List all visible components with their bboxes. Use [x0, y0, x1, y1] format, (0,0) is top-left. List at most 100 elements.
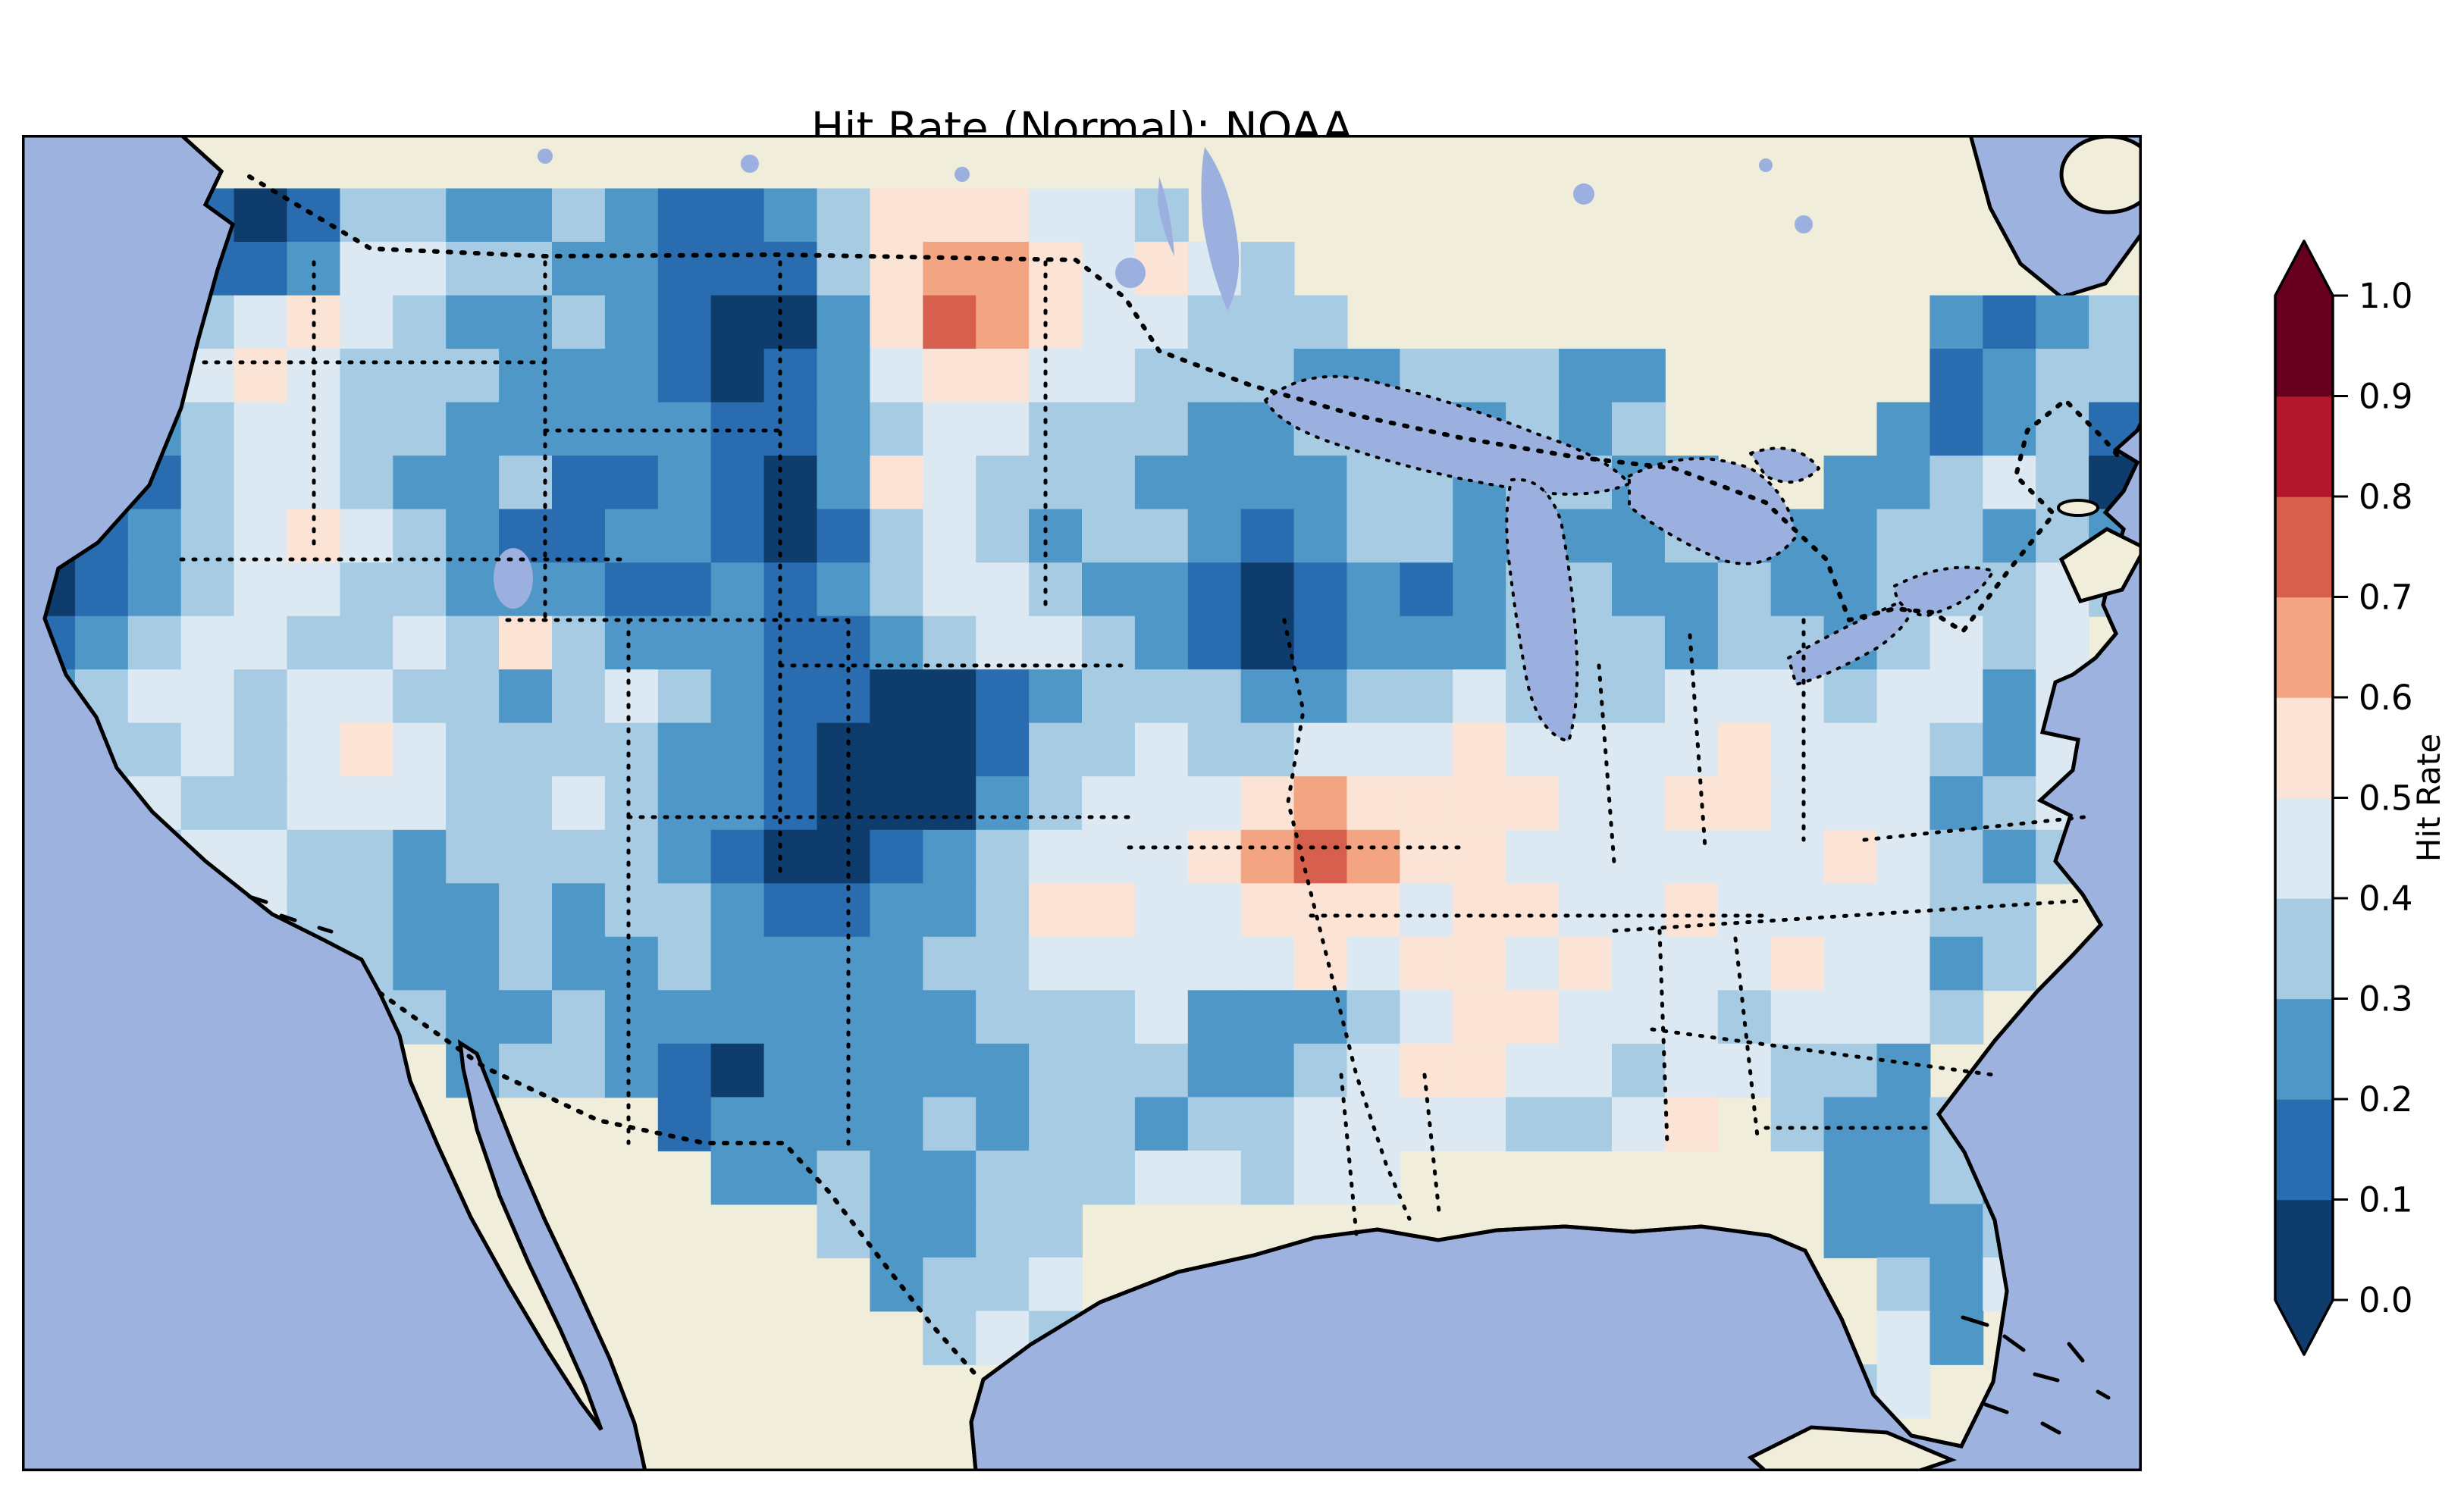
- heat-cell: [393, 722, 447, 778]
- heat-cell: [1770, 883, 1825, 938]
- heat-cell: [287, 722, 341, 778]
- heat-cell: [552, 242, 606, 296]
- heat-cell: [1983, 883, 2037, 938]
- heat-cell: [976, 295, 1030, 350]
- heat-cell: [340, 883, 394, 938]
- heat-cell: [1082, 509, 1136, 564]
- heat-cell: [1983, 615, 2037, 671]
- heat-cell: [552, 1043, 606, 1098]
- heat-cell: [340, 776, 394, 831]
- heat-cell: [1823, 669, 1878, 724]
- heat-cell: [1293, 1043, 1348, 1098]
- heat-cell: [976, 669, 1030, 724]
- heat-cell: [763, 776, 818, 831]
- colorbar-tick-label: 0.0: [2359, 1280, 2413, 1320]
- heat-cell: [127, 669, 182, 724]
- heat-cell: [1187, 456, 1242, 510]
- heat-cell: [2036, 615, 2090, 671]
- heat-cell: [1717, 615, 1772, 671]
- heat-cell: [817, 509, 871, 564]
- heat-cell: [180, 562, 235, 617]
- heat-cell: [1082, 722, 1136, 778]
- heat-cell: [1400, 722, 1454, 778]
- heat-cell: [1717, 829, 1772, 885]
- heat-cell: [287, 776, 341, 831]
- heat-cell: [1134, 722, 1189, 778]
- heat-cell: [446, 776, 500, 831]
- heat-cell: [1346, 669, 1401, 724]
- heat-cell: [1930, 883, 1984, 938]
- colorbar-tick-label: 0.8: [2359, 477, 2413, 517]
- heat-cell: [1876, 990, 1931, 1045]
- heat-cell: [1082, 188, 1136, 243]
- lake-michigan: [1505, 478, 1579, 743]
- heat-cell: [499, 188, 553, 243]
- heat-cell: [1400, 509, 1454, 564]
- heat-cell: [657, 776, 712, 831]
- lake-erie: [1787, 600, 1911, 686]
- heat-cell: [763, 188, 818, 243]
- heat-cell: [710, 776, 765, 831]
- heat-cell: [1400, 615, 1454, 671]
- heat-cell: [1187, 295, 1242, 350]
- heat-cell: [1400, 1097, 1454, 1151]
- heat-cell: [817, 188, 871, 243]
- heat-cell: [657, 669, 712, 724]
- heat-cell: [1717, 669, 1772, 724]
- heat-cell: [234, 188, 288, 243]
- heat-cell: [657, 509, 712, 564]
- heat-cell: [1187, 1150, 1242, 1205]
- heat-cell: [1082, 1150, 1136, 1205]
- heat-cell: [234, 722, 288, 778]
- heat-cell: [1506, 1043, 1560, 1098]
- heat-cell: [393, 829, 447, 885]
- heat-cell: [817, 562, 871, 617]
- heat-cell: [1876, 1257, 1931, 1312]
- heat-cell: [817, 615, 871, 671]
- heat-cell: [1134, 456, 1189, 510]
- heat-cell: [710, 829, 765, 885]
- heat-cell: [870, 669, 924, 724]
- heat-cell: [976, 456, 1030, 510]
- heat-cell: [1029, 402, 1083, 457]
- heat-cell: [1293, 562, 1348, 617]
- heat-cell: [446, 990, 500, 1045]
- heat-cell: [552, 349, 606, 403]
- heat-cell: [446, 722, 500, 778]
- heat-cell: [763, 562, 818, 617]
- heat-cell: [1930, 1257, 1984, 1312]
- heat-cell: [1346, 509, 1401, 564]
- heat-cell: [976, 829, 1030, 885]
- heat-cell: [923, 1257, 977, 1312]
- heat-cell: [1876, 669, 1931, 724]
- heat-cell: [763, 349, 818, 403]
- colorbar-segment: [2275, 496, 2333, 598]
- heat-cell: [1346, 883, 1401, 938]
- heat-cell: [1612, 615, 1666, 671]
- heat-cell: [1612, 776, 1666, 831]
- heat-cell: [1770, 990, 1825, 1045]
- heat-cell: [1717, 883, 1772, 938]
- heat-cell: [1187, 1043, 1242, 1098]
- heat-cell: [1082, 776, 1136, 831]
- heat-cell: [340, 669, 394, 724]
- heat-cell: [976, 1204, 1030, 1258]
- heat-cell: [1823, 776, 1878, 831]
- heat-cell: [1876, 1204, 1931, 1258]
- heat-cell: [1930, 936, 1984, 991]
- heat-cell: [1823, 829, 1878, 885]
- heat-cell: [657, 990, 712, 1045]
- heat-cell: [393, 615, 447, 671]
- heat-cell: [1346, 1097, 1401, 1151]
- heat-cell: [1029, 990, 1083, 1045]
- heat-cell: [870, 776, 924, 831]
- heat-cell: [1930, 509, 1984, 564]
- heat-cell: [870, 295, 924, 350]
- heat-cell: [180, 402, 235, 457]
- heat-cell: [1029, 1204, 1083, 1258]
- heat-cell: [1770, 1097, 1825, 1151]
- heat-cell: [710, 1150, 765, 1205]
- heat-cell: [1770, 722, 1825, 778]
- heat-cell: [446, 936, 500, 991]
- heat-cell: [1930, 295, 1984, 350]
